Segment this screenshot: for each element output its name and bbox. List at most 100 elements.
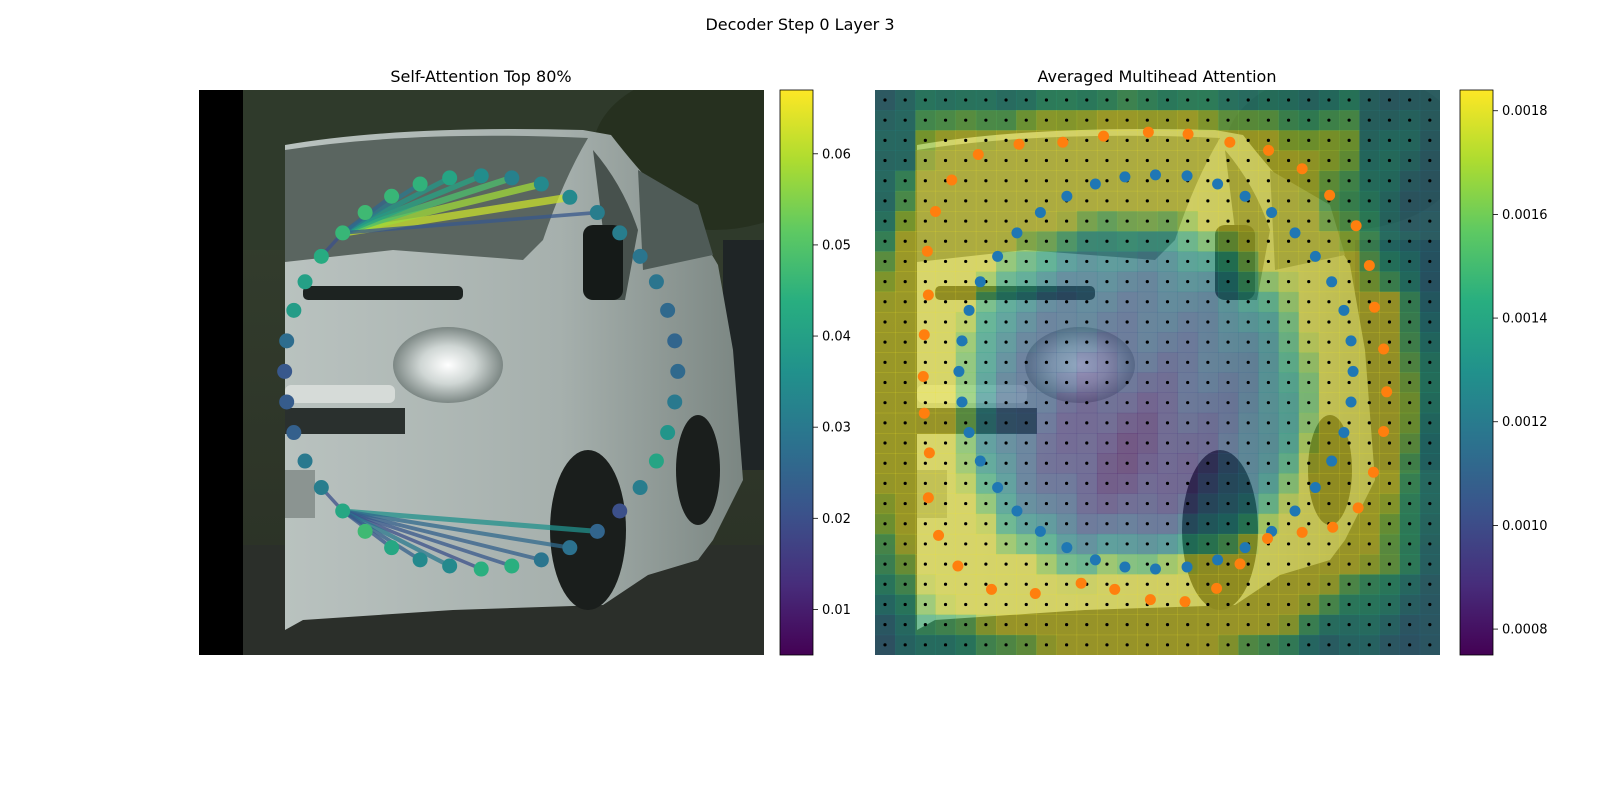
grid-point bbox=[964, 623, 968, 627]
grid-point bbox=[1145, 199, 1149, 203]
grid-point bbox=[1206, 300, 1210, 304]
grid-point bbox=[1387, 280, 1392, 284]
grid-point bbox=[1044, 138, 1049, 142]
grid-point bbox=[943, 542, 948, 546]
grid-point bbox=[1125, 320, 1129, 324]
grid-point bbox=[1327, 179, 1331, 183]
grid-point bbox=[1367, 98, 1371, 102]
grid-point bbox=[943, 138, 948, 142]
grid-point bbox=[1246, 421, 1250, 425]
inner-contour-point bbox=[1089, 554, 1101, 566]
grid-point bbox=[1286, 602, 1291, 607]
grid-point bbox=[984, 199, 988, 203]
grid-point bbox=[1327, 360, 1331, 364]
grid-point bbox=[1165, 219, 1170, 223]
grid-point bbox=[1246, 158, 1250, 163]
grid-point bbox=[1286, 623, 1291, 627]
grid-point bbox=[1347, 643, 1351, 647]
grid-point bbox=[1408, 118, 1412, 122]
grid-point bbox=[903, 259, 907, 264]
outer-contour-point bbox=[918, 407, 930, 419]
grid-point bbox=[1044, 360, 1049, 364]
contour-point bbox=[533, 176, 549, 192]
grid-point bbox=[1186, 259, 1190, 264]
grid-point bbox=[1165, 118, 1170, 122]
grid-point bbox=[1226, 320, 1230, 324]
grid-point bbox=[1387, 441, 1392, 445]
grid-point bbox=[1145, 380, 1149, 385]
grid-point bbox=[883, 199, 887, 203]
inner-contour-point bbox=[1034, 207, 1046, 219]
outer-contour-point bbox=[1179, 596, 1191, 608]
grid-point bbox=[1186, 522, 1190, 526]
grid-point bbox=[1266, 623, 1270, 627]
grid-point bbox=[1266, 199, 1270, 203]
inner-contour-point bbox=[1309, 482, 1321, 494]
grid-point bbox=[1206, 643, 1210, 647]
grid-point bbox=[1327, 542, 1331, 546]
grid-point bbox=[1145, 300, 1149, 304]
grid-point bbox=[923, 199, 927, 203]
grid-point bbox=[1286, 158, 1291, 163]
grid-point bbox=[1024, 320, 1028, 324]
grid-point bbox=[964, 380, 968, 385]
grid-point bbox=[1186, 380, 1190, 385]
grid-point bbox=[1085, 98, 1089, 102]
grid-point bbox=[984, 582, 988, 586]
grid-point bbox=[1165, 522, 1170, 526]
grid-point bbox=[1387, 118, 1392, 122]
grid-point bbox=[943, 421, 948, 425]
outer-contour-point bbox=[1368, 301, 1380, 313]
grid-point bbox=[1408, 501, 1412, 506]
inner-contour-point bbox=[1181, 170, 1193, 182]
grid-point bbox=[984, 179, 988, 183]
grid-point bbox=[1428, 118, 1432, 122]
grid-point bbox=[1165, 542, 1170, 546]
grid-point bbox=[903, 239, 907, 243]
grid-point bbox=[1226, 199, 1230, 203]
outer-contour-point bbox=[1350, 220, 1362, 232]
colorbar-tick-label: 0.0018 bbox=[1502, 104, 1548, 119]
grid-point bbox=[1286, 280, 1291, 284]
grid-point bbox=[1428, 138, 1432, 142]
grid-point bbox=[984, 239, 988, 243]
contour-point bbox=[589, 523, 605, 539]
grid-point bbox=[1226, 259, 1230, 264]
grid-point bbox=[1347, 582, 1351, 586]
grid-point bbox=[1145, 643, 1149, 647]
grid-point bbox=[1327, 501, 1331, 506]
grid-point bbox=[1286, 401, 1291, 405]
grid-point bbox=[1165, 138, 1170, 142]
grid-point bbox=[1367, 360, 1371, 364]
grid-point bbox=[903, 522, 907, 526]
grid-point bbox=[1387, 623, 1392, 627]
grid-point bbox=[1387, 259, 1392, 264]
inner-contour-point bbox=[1034, 525, 1046, 537]
grid-point bbox=[883, 461, 887, 465]
grid-point bbox=[1387, 340, 1392, 344]
grid-point bbox=[1387, 582, 1392, 586]
grid-point bbox=[1004, 501, 1008, 506]
grid-point bbox=[1085, 623, 1089, 627]
grid-point bbox=[1105, 340, 1109, 344]
grid-point bbox=[1307, 522, 1311, 526]
outer-contour-point bbox=[1363, 260, 1375, 272]
grid-point bbox=[903, 501, 907, 506]
grid-point bbox=[1024, 421, 1028, 425]
outer-contour-point bbox=[917, 371, 929, 383]
grid-point bbox=[1085, 340, 1089, 344]
grid-point bbox=[1347, 481, 1351, 485]
grid-point bbox=[1206, 219, 1210, 223]
grid-point bbox=[1105, 401, 1109, 405]
grid-point bbox=[903, 461, 907, 465]
grid-point bbox=[883, 259, 887, 264]
inner-contour-point bbox=[974, 455, 986, 467]
grid-point bbox=[1428, 300, 1432, 304]
grid-point bbox=[1327, 239, 1331, 243]
grid-point bbox=[1165, 199, 1170, 203]
grid-point bbox=[1408, 401, 1412, 405]
grid-point bbox=[1165, 239, 1170, 243]
grid-point bbox=[1065, 562, 1069, 566]
grid-point bbox=[1105, 542, 1109, 546]
contour-point bbox=[660, 302, 676, 318]
